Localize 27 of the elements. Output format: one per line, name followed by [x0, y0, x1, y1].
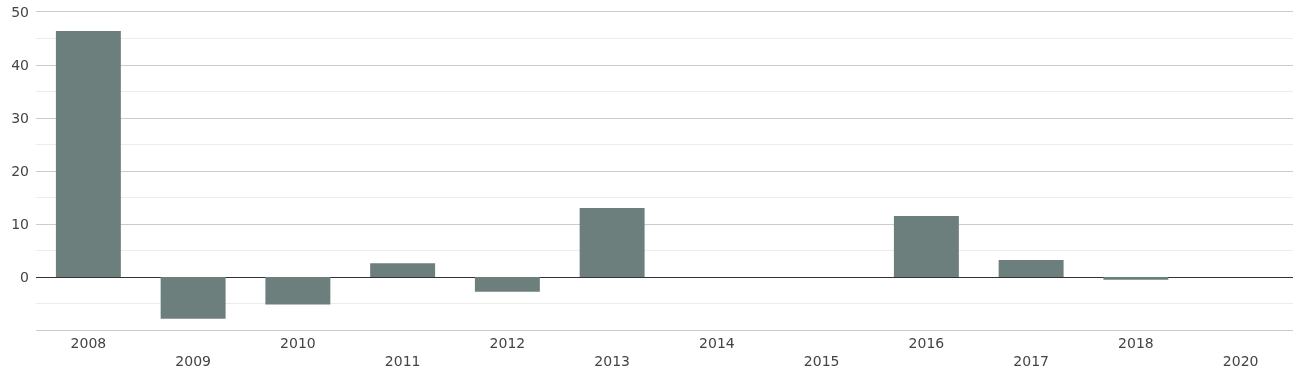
- bar: [160, 277, 226, 319]
- x-tick-label: 2010: [280, 334, 316, 351]
- y-tick-label: 20: [11, 162, 29, 179]
- x-tick-label: 2008: [70, 334, 107, 351]
- x-tick-label: 2015: [803, 353, 840, 369]
- x-tick-label: 2009: [175, 353, 211, 369]
- bar: [265, 277, 331, 305]
- bar: [1103, 277, 1169, 280]
- x-tick-label: 2016: [908, 334, 945, 351]
- x-tick-label: 2018: [1118, 334, 1154, 351]
- bar: [893, 216, 959, 277]
- y-tick-label: 10: [11, 215, 29, 232]
- x-tick-label: 2014: [699, 334, 735, 351]
- bar: [998, 260, 1064, 277]
- x-tick-label: 2017: [1013, 353, 1049, 369]
- y-tick-label: 50: [11, 3, 29, 20]
- bar: [370, 263, 436, 277]
- bar: [579, 208, 645, 277]
- bar: [55, 31, 121, 277]
- x-tick-label: 2011: [384, 353, 421, 369]
- x-tick-label: 2020: [1222, 353, 1259, 369]
- x-tick-label: 2013: [594, 353, 630, 369]
- y-tick-label: 30: [11, 109, 29, 126]
- bar: [474, 277, 540, 292]
- y-tick-label: 40: [11, 56, 29, 73]
- y-tick-label: 0: [20, 268, 29, 285]
- x-tick-label: 2012: [489, 334, 526, 351]
